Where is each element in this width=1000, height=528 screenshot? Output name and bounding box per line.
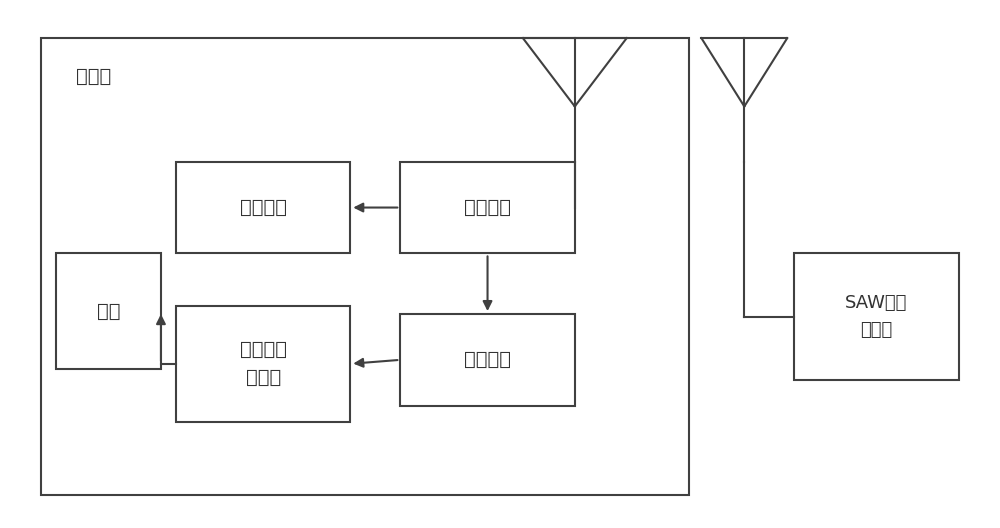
Bar — [400, 314, 575, 406]
Text: 发射电路: 发射电路 — [240, 198, 287, 217]
Bar — [176, 162, 350, 253]
Text: SAW温度
传感器: SAW温度 传感器 — [845, 294, 908, 339]
Text: 接口: 接口 — [97, 302, 120, 321]
Text: 阅读器: 阅读器 — [76, 67, 111, 86]
Text: 数据采集
与处理: 数据采集 与处理 — [240, 340, 287, 388]
Bar — [400, 162, 575, 253]
Bar — [794, 253, 959, 380]
Text: 射频开关: 射频开关 — [464, 198, 511, 217]
Bar — [56, 253, 161, 369]
Bar — [41, 38, 689, 495]
Text: 接收电路: 接收电路 — [464, 351, 511, 370]
Bar — [176, 306, 350, 421]
